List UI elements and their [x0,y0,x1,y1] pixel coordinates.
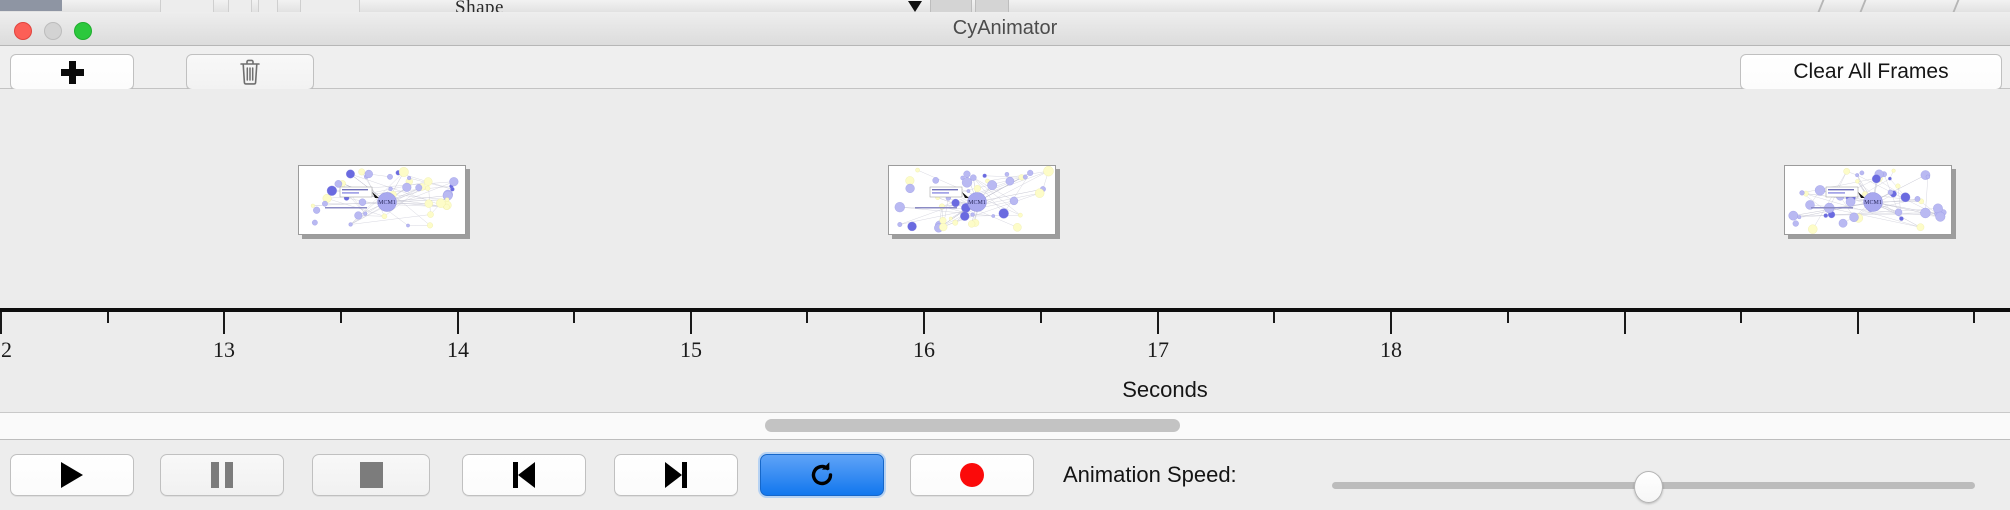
axis-tick [923,312,925,334]
timeline-panel[interactable]: MCM1 MCM1 MCM1 12 13 14 15 16 17 18 Seconds [0,89,2010,413]
network-thumbnail: MCM1 [1788,168,1947,234]
timeline-scrollbar[interactable] [0,413,2010,440]
svg-text:MCM1: MCM1 [968,200,986,206]
stop-button[interactable] [312,454,430,496]
background-dark-block [0,0,62,11]
delete-frame-button[interactable] [186,54,314,90]
axis-tick [1624,312,1626,334]
background-chip [975,0,1009,12]
timeline-frame[interactable]: MCM1 [1784,165,1952,235]
stop-icon [359,462,383,488]
animation-speed-slider-knob[interactable] [1634,471,1663,503]
pause-button[interactable] [160,454,284,496]
skip-previous-button[interactable] [462,454,586,496]
toolbar: Clear All Frames [0,46,2010,90]
clear-all-frames-button[interactable]: Clear All Frames [1740,54,2002,90]
axis-tick [1390,312,1392,334]
axis-tick [1040,312,1042,323]
axis-tick-label: 13 [213,337,235,362]
network-thumbnail: MCM1 [310,167,459,229]
background-chip [930,0,972,12]
timeline-frame[interactable]: MCM1 [298,165,466,235]
background-chip [300,0,360,12]
title-bar: CyAnimator [0,12,2010,46]
add-frame-button[interactable] [10,54,134,90]
loop-button[interactable] [760,454,884,496]
svg-text:MCM1: MCM1 [1864,200,1882,206]
axis-tick-label: 18 [1380,337,1402,362]
axis-tick [1857,312,1859,334]
trash-icon [240,59,260,85]
axis-tick [457,312,459,334]
axis-tick [806,312,808,323]
axis-title: Seconds [0,377,2010,403]
play-button[interactable] [10,454,134,496]
axis-tick [0,312,2,334]
svg-text:MCM1: MCM1 [378,200,396,206]
axis-tick [1507,312,1509,323]
window-title: CyAnimator [952,17,1058,39]
background-chip [258,0,278,12]
background-chip [228,0,252,12]
axis-title-text: Seconds [1122,377,1208,402]
play-icon [61,462,83,488]
zoom-button[interactable] [74,22,92,40]
axis-tick [1740,312,1742,323]
close-button[interactable] [14,22,32,40]
timeline-frame[interactable]: MCM1 [888,165,1056,235]
axis-tick-label: 15 [680,337,702,362]
timeline-scrollbar-thumb[interactable] [765,419,1180,432]
skip-next-icon [665,462,687,488]
axis-tick [340,312,342,323]
background-app-word: Shape [455,0,504,13]
playback-controls: Animation Speed: [0,440,2010,510]
minimize-button[interactable] [44,22,62,40]
network-thumbnail: MCM1 [894,166,1054,233]
animation-speed-label: Animation Speed: [1063,462,1237,487]
loop-icon [811,462,833,486]
axis-tick-label: 16 [913,337,935,362]
axis-tick-label: 17 [1147,337,1169,362]
skip-next-button[interactable] [614,454,738,496]
pause-icon [211,462,233,488]
record-button[interactable] [910,454,1034,496]
plus-icon [60,60,84,84]
skip-previous-icon [513,462,535,488]
axis-tick [690,312,692,334]
background-chip [160,0,214,12]
axis-tick [573,312,575,323]
axis-tick [107,312,109,323]
axis-tick-label: 12 [0,337,12,362]
axis-tick [1157,312,1159,334]
record-icon [960,463,984,487]
axis-tick [1973,312,1975,323]
background-marker-icon [908,1,922,12]
axis-tick-label: 14 [447,337,469,362]
background-app-strip: Shape [0,0,2010,13]
axis-tick [223,312,225,334]
axis-tick [1273,312,1275,323]
timeline-axis [0,308,2010,312]
